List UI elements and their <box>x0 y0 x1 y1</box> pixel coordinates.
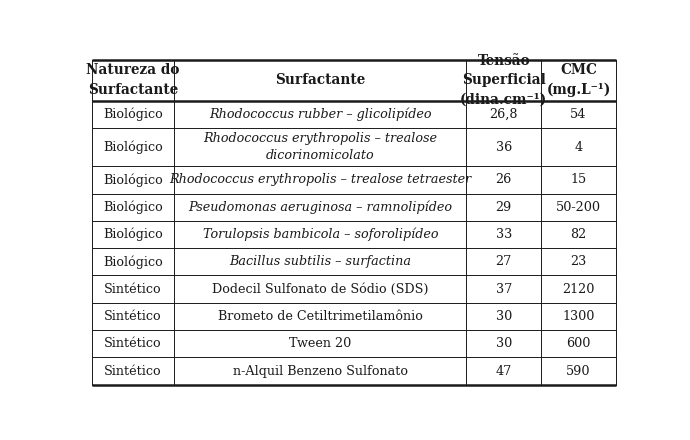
Text: 590: 590 <box>566 365 591 378</box>
Text: 82: 82 <box>571 228 586 241</box>
Text: Biológico: Biológico <box>103 173 163 187</box>
Text: Bacillus subtilis – surfactina: Bacillus subtilis – surfactina <box>229 255 411 268</box>
Text: 4: 4 <box>574 140 582 154</box>
Text: Torulopsis bambicola – soforolipídeo: Torulopsis bambicola – soforolipídeo <box>203 228 438 241</box>
Text: n-Alquil Benzeno Sulfonato: n-Alquil Benzeno Sulfonato <box>233 365 408 378</box>
Text: 29: 29 <box>495 201 512 214</box>
Text: Pseudomonas aeruginosa – ramnolipídeo: Pseudomonas aeruginosa – ramnolipídeo <box>188 200 453 214</box>
Text: Biológico: Biológico <box>103 140 163 154</box>
Text: Biológico: Biológico <box>103 228 163 241</box>
Text: 54: 54 <box>570 108 586 121</box>
Text: 47: 47 <box>495 365 512 378</box>
Text: CMC
(mg.L⁻¹): CMC (mg.L⁻¹) <box>546 63 611 97</box>
Text: Surfactante: Surfactante <box>275 73 366 87</box>
Text: 36: 36 <box>495 140 512 154</box>
Text: 26,8: 26,8 <box>489 108 518 121</box>
Text: Biológico: Biológico <box>103 107 163 121</box>
Text: 37: 37 <box>495 282 512 296</box>
Text: 600: 600 <box>566 337 591 350</box>
Text: Rhodococcus erythropolis – trealose
dicorinomicolato: Rhodococcus erythropolis – trealose dico… <box>204 132 437 162</box>
Text: 26: 26 <box>495 173 512 186</box>
Text: Natureza do
Surfactante: Natureza do Surfactante <box>86 63 179 97</box>
Text: Brometo de Cetiltrimetilamônio: Brometo de Cetiltrimetilamônio <box>218 310 423 323</box>
Text: Rhodococcus erythropolis – trealose tetraester: Rhodococcus erythropolis – trealose tetr… <box>169 173 471 186</box>
Text: 33: 33 <box>495 228 512 241</box>
Text: 15: 15 <box>571 173 586 186</box>
Text: Sintético: Sintético <box>104 365 162 378</box>
Text: Biológico: Biológico <box>103 255 163 268</box>
Text: 30: 30 <box>495 337 512 350</box>
Text: Dodecil Sulfonato de Sódio (SDS): Dodecil Sulfonato de Sódio (SDS) <box>212 282 428 296</box>
Text: Tensão
Superficial
(dina.cm⁻¹): Tensão Superficial (dina.cm⁻¹) <box>460 54 547 106</box>
Text: Tween 20: Tween 20 <box>289 337 351 350</box>
Text: 50-200: 50-200 <box>556 201 601 214</box>
Text: Rhodococcus rubber – glicolipídeo: Rhodococcus rubber – glicolipídeo <box>209 107 432 121</box>
Text: 27: 27 <box>495 255 512 268</box>
Text: Biológico: Biológico <box>103 200 163 214</box>
Text: Sintético: Sintético <box>104 310 162 323</box>
Text: Sintético: Sintético <box>104 282 162 296</box>
Text: 1300: 1300 <box>562 310 595 323</box>
Text: 30: 30 <box>495 310 512 323</box>
Text: 23: 23 <box>571 255 586 268</box>
Text: Sintético: Sintético <box>104 337 162 350</box>
Text: 2120: 2120 <box>562 282 595 296</box>
